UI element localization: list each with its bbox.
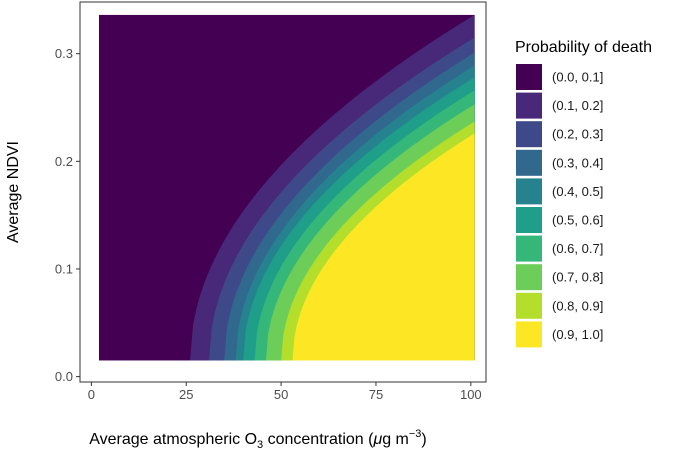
legend-label: (0.9, 1.0]	[552, 327, 603, 342]
contour-region	[292, 133, 475, 361]
legend-swatch	[516, 178, 542, 205]
legend-swatch	[516, 207, 542, 233]
y-axis-ticks: 0.0 0.1 0.2 0.3	[55, 46, 80, 384]
legend-title: Probability of death	[515, 39, 652, 56]
legend-label: (0.7, 0.8]	[552, 270, 603, 285]
legend-label: (0.3, 0.4]	[552, 155, 603, 170]
x-tick-label: 100	[460, 387, 482, 402]
y-tick-label: 0.3	[55, 46, 73, 61]
legend-label: (0.0, 0.1]	[552, 70, 603, 85]
y-axis-title: Average NDVI	[5, 141, 22, 243]
x-axis-ticks: 0 25 50 75 100	[88, 382, 482, 402]
y-tick-label: 0.1	[55, 261, 73, 276]
contour-regions	[98, 14, 475, 361]
legend-swatch	[516, 121, 542, 148]
x-tick-label: 25	[179, 387, 193, 402]
legend-swatch	[516, 64, 542, 90]
legend-swatch	[516, 292, 542, 319]
legend-swatch	[516, 264, 542, 291]
legend-swatch	[516, 149, 542, 176]
legend-label: (0.6, 0.7]	[552, 241, 603, 256]
legend: (0.0, 0.1] (0.1, 0.2] (0.2, 0.3] (0.3, 0.4]…	[516, 64, 603, 348]
legend-swatch	[516, 235, 542, 262]
legend-label: (0.4, 0.5]	[552, 184, 603, 199]
x-tick-label: 75	[369, 387, 383, 402]
legend-label: (0.5, 0.6]	[552, 213, 603, 228]
y-tick-label: 0.2	[55, 154, 73, 169]
legend-swatch	[516, 92, 542, 119]
x-tick-label: 0	[88, 387, 95, 402]
x-axis-title: Average atmospheric O3 concentration (μg…	[89, 428, 427, 451]
y-tick-label: 0.0	[55, 369, 73, 384]
x-tick-label: 50	[274, 387, 288, 402]
legend-swatch	[516, 321, 542, 348]
legend-label: (0.1, 0.2]	[552, 98, 603, 113]
legend-label: (0.2, 0.3]	[552, 127, 603, 142]
legend-label: (0.8, 0.9]	[552, 298, 603, 313]
